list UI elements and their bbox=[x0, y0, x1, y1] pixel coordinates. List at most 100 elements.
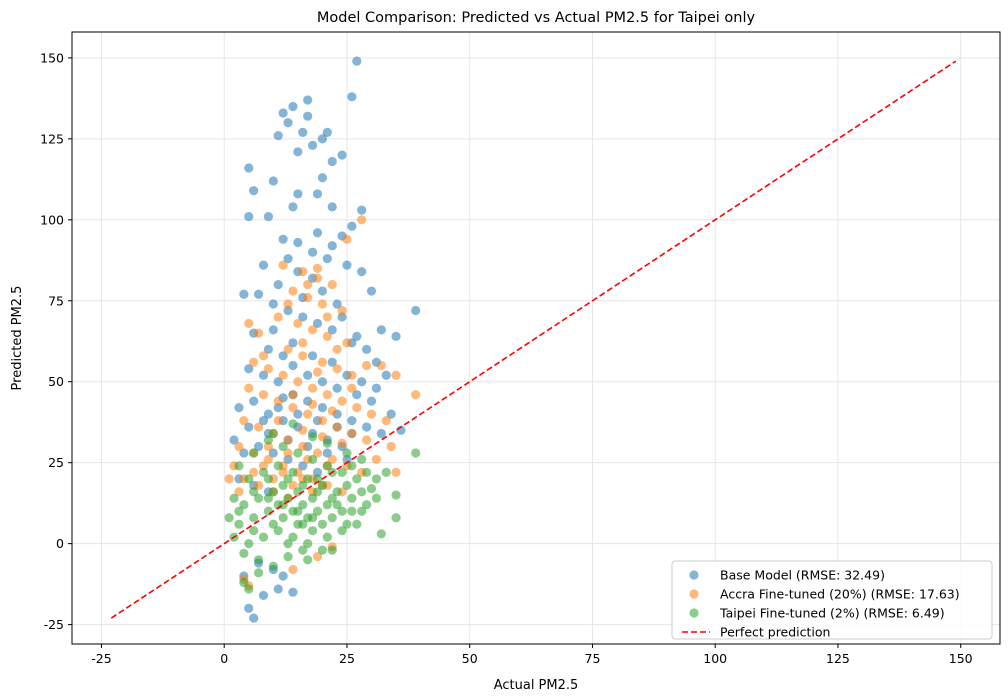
data-point-series-2 bbox=[332, 487, 342, 497]
data-point-series-2 bbox=[298, 519, 308, 529]
data-point-series-2 bbox=[312, 474, 323, 484]
data-point-series-1 bbox=[312, 367, 323, 377]
data-point-series-0 bbox=[312, 467, 323, 477]
data-point-series-2 bbox=[239, 548, 249, 558]
data-point-series-2 bbox=[249, 448, 259, 458]
data-point-series-2 bbox=[268, 487, 278, 497]
data-point-series-0 bbox=[268, 325, 278, 335]
data-point-series-2 bbox=[224, 513, 234, 523]
data-point-series-2 bbox=[342, 448, 352, 458]
data-point-series-0 bbox=[307, 247, 318, 257]
data-point-series-0 bbox=[278, 571, 288, 581]
data-point-series-0 bbox=[288, 338, 298, 348]
data-point-series-0 bbox=[352, 56, 362, 66]
data-point-series-2 bbox=[362, 500, 372, 510]
data-point-series-0 bbox=[258, 415, 269, 426]
data-point-series-0 bbox=[293, 189, 303, 199]
x-tick-label: 75 bbox=[585, 651, 601, 666]
data-point-series-2 bbox=[371, 474, 382, 484]
data-point-series-1 bbox=[263, 454, 274, 465]
data-point-series-0 bbox=[332, 299, 342, 309]
data-point-series-1 bbox=[234, 441, 244, 452]
data-point-series-2 bbox=[342, 480, 352, 490]
data-point-series-2 bbox=[303, 539, 313, 549]
data-point-series-2 bbox=[293, 448, 303, 458]
data-point-series-1 bbox=[253, 328, 264, 338]
data-point-series-1 bbox=[342, 234, 352, 244]
data-point-series-2 bbox=[391, 513, 401, 523]
data-point-series-2 bbox=[303, 555, 313, 565]
x-tick-label: 100 bbox=[703, 651, 727, 666]
data-point-series-2 bbox=[278, 480, 288, 490]
data-point-series-0 bbox=[253, 289, 264, 299]
x-axis-ticks: -25 0 25 50 75 100 125 150 bbox=[91, 644, 973, 666]
data-point-series-2 bbox=[352, 474, 362, 484]
data-point-series-2 bbox=[347, 461, 357, 471]
data-point-series-2 bbox=[322, 500, 332, 510]
data-point-series-2 bbox=[332, 500, 342, 510]
data-point-series-1 bbox=[357, 215, 367, 225]
data-point-series-1 bbox=[312, 448, 323, 458]
data-point-series-0 bbox=[317, 377, 328, 387]
data-point-series-2 bbox=[352, 519, 362, 529]
data-point-series-0 bbox=[322, 448, 332, 458]
data-point-series-2 bbox=[288, 467, 298, 477]
data-point-series-2 bbox=[327, 493, 337, 503]
data-point-series-2 bbox=[258, 467, 269, 477]
data-point-series-1 bbox=[288, 390, 298, 400]
data-point-series-0 bbox=[352, 390, 362, 400]
data-point-series-1 bbox=[342, 338, 352, 348]
data-point-series-0 bbox=[273, 279, 283, 290]
data-point-series-2 bbox=[298, 480, 308, 490]
data-point-series-2 bbox=[298, 545, 308, 555]
data-point-series-1 bbox=[244, 383, 254, 393]
data-point-series-2 bbox=[288, 419, 298, 429]
data-point-series-0 bbox=[411, 305, 421, 316]
data-point-series-0 bbox=[376, 325, 386, 335]
data-point-series-2 bbox=[307, 493, 318, 503]
data-point-series-1 bbox=[327, 454, 337, 465]
data-point-series-1 bbox=[253, 422, 264, 432]
data-point-series-1 bbox=[327, 406, 337, 416]
legend-label-3: Perfect prediction bbox=[720, 625, 830, 640]
data-point-series-2 bbox=[283, 474, 293, 484]
data-point-series-1 bbox=[337, 396, 347, 406]
data-point-series-0 bbox=[283, 118, 293, 128]
data-point-series-0 bbox=[288, 587, 298, 597]
data-point-series-0 bbox=[273, 584, 283, 594]
data-point-series-1 bbox=[263, 364, 274, 374]
data-point-series-1 bbox=[317, 432, 328, 442]
data-point-series-0 bbox=[391, 331, 401, 341]
data-point-series-0 bbox=[317, 286, 328, 296]
data-point-series-2 bbox=[278, 441, 288, 452]
data-point-series-1 bbox=[293, 318, 303, 329]
data-point-series-0 bbox=[376, 428, 386, 439]
data-point-series-1 bbox=[283, 448, 293, 458]
data-point-series-2 bbox=[337, 526, 347, 536]
data-point-series-2 bbox=[307, 432, 318, 442]
data-point-series-2 bbox=[362, 467, 372, 477]
legend-label-2: Taipei Fine-tuned (2%) (RMSE: 6.49) bbox=[719, 606, 945, 621]
data-point-series-0 bbox=[307, 140, 318, 150]
data-point-series-2 bbox=[342, 519, 352, 529]
grid bbox=[72, 32, 1000, 644]
y-tick-label: 0 bbox=[56, 536, 64, 551]
data-point-series-0 bbox=[317, 134, 328, 144]
data-point-series-0 bbox=[293, 237, 303, 248]
legend-marker-0 bbox=[689, 570, 699, 580]
data-point-series-1 bbox=[337, 438, 347, 448]
y-tick-label: 125 bbox=[40, 131, 64, 146]
data-point-series-2 bbox=[381, 467, 391, 477]
data-point-series-2 bbox=[307, 513, 318, 523]
data-point-series-2 bbox=[263, 493, 274, 503]
data-point-series-1 bbox=[303, 292, 313, 303]
data-point-series-0 bbox=[283, 305, 293, 316]
data-point-series-1 bbox=[317, 357, 328, 367]
x-tick-label: 0 bbox=[220, 651, 228, 666]
data-point-series-0 bbox=[273, 403, 283, 413]
data-point-series-1 bbox=[273, 312, 283, 322]
data-point-series-0 bbox=[307, 351, 318, 361]
y-tick-label: 100 bbox=[40, 212, 64, 227]
data-point-series-0 bbox=[234, 403, 244, 413]
